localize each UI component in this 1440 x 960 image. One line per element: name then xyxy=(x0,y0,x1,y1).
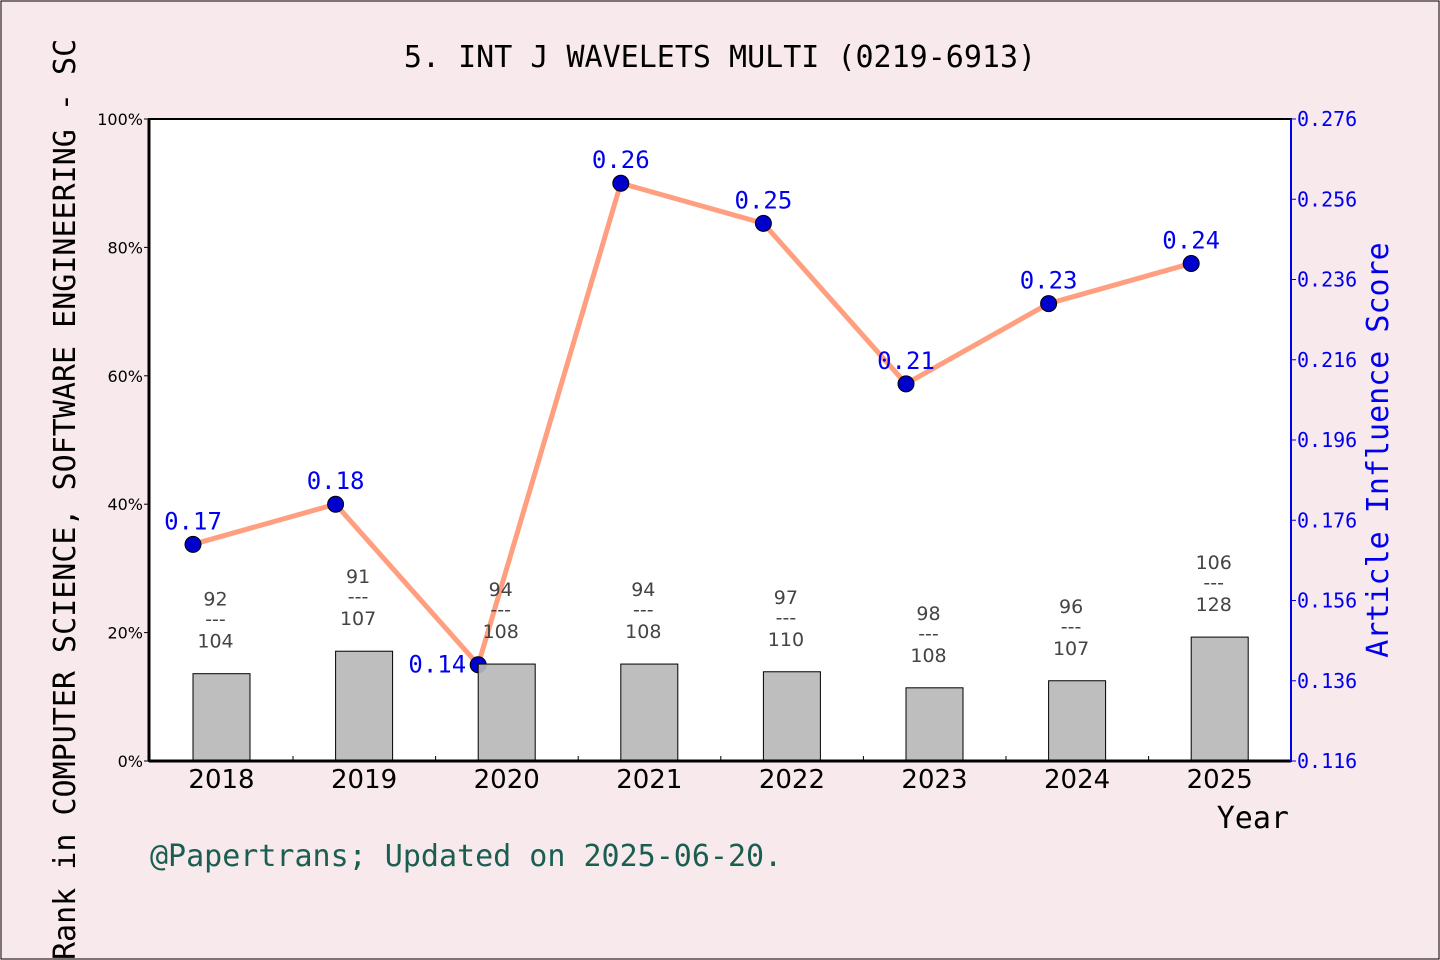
x-tick-label: 2022 xyxy=(759,765,825,795)
bar-rank-label: 92 xyxy=(203,589,227,611)
bar-total-label: 108 xyxy=(625,621,661,643)
rank-bar xyxy=(1048,680,1107,762)
x-tick-label: 2024 xyxy=(1044,765,1110,795)
bar-separator: --- xyxy=(205,609,226,631)
influence-point xyxy=(897,375,915,393)
influence-label: 0.24 xyxy=(1162,226,1220,254)
rank-bar xyxy=(477,663,536,762)
bar-separator: --- xyxy=(633,599,654,621)
influence-label: 0.25 xyxy=(735,186,793,214)
bar-rank-label: 94 xyxy=(631,579,655,601)
right-tick-label: 0.176 xyxy=(1297,508,1357,532)
bar-rank-label: 98 xyxy=(916,603,940,625)
left-tick-label: 100% xyxy=(97,110,143,129)
x-tick-label: 2020 xyxy=(474,765,540,795)
bar-total-label: 108 xyxy=(483,621,519,643)
bar-separator: --- xyxy=(348,586,369,608)
right-tick-label: 0.136 xyxy=(1297,669,1357,693)
right-tick-label: 0.256 xyxy=(1297,187,1357,211)
influence-point xyxy=(327,495,345,513)
rank-bar xyxy=(335,650,394,762)
right-tick-label: 0.216 xyxy=(1297,348,1357,372)
left-tick-label: 40% xyxy=(107,495,143,514)
influence-label: 0.21 xyxy=(877,347,935,375)
right-tick-label: 0.276 xyxy=(1297,107,1357,131)
bar-rank-label: 96 xyxy=(1059,596,1083,618)
right-axis-label: Article Influence Score xyxy=(1361,242,1396,657)
rank-bar xyxy=(1190,636,1249,762)
bar-total-label: 107 xyxy=(340,608,376,630)
left-tick-label: 0% xyxy=(118,752,143,771)
rank-bar xyxy=(620,663,679,762)
influence-point xyxy=(754,214,772,232)
influence-label: 0.23 xyxy=(1020,267,1078,295)
influence-point xyxy=(1182,254,1200,272)
right-tick-label: 0.156 xyxy=(1297,589,1357,613)
bar-rank-label: 94 xyxy=(489,579,513,601)
footer-text: @Papertrans; Updated on 2025-06-20. xyxy=(150,839,782,874)
influence-label: 0.14 xyxy=(408,651,466,679)
bar-separator: --- xyxy=(918,623,939,645)
bar-separator: --- xyxy=(1203,572,1224,594)
bar-rank-label: 91 xyxy=(346,566,370,588)
influence-label: 0.26 xyxy=(592,146,650,174)
left-axis-label: Rank in COMPUTER SCIENCE, SOFTWARE ENGIN… xyxy=(48,39,83,960)
bar-separator: --- xyxy=(490,599,511,621)
x-tick-label: 2021 xyxy=(616,765,682,795)
rank-bar xyxy=(192,673,251,762)
x-tick-label: 2023 xyxy=(901,765,967,795)
influence-point xyxy=(1040,295,1058,313)
rank-bar xyxy=(905,687,964,762)
bar-separator: --- xyxy=(776,607,797,629)
right-tick-label: 0.236 xyxy=(1297,268,1357,292)
left-tick-label: 60% xyxy=(107,367,143,386)
bar-separator: --- xyxy=(1061,616,1082,638)
influence-label: 0.18 xyxy=(307,467,365,495)
left-tick-label: 20% xyxy=(107,624,143,643)
bar-total-label: 108 xyxy=(910,645,946,667)
plot-area xyxy=(149,119,1291,761)
bar-rank-label: 97 xyxy=(774,587,798,609)
bar-total-label: 104 xyxy=(197,631,233,653)
bar-total-label: 128 xyxy=(1196,594,1232,616)
x-tick-label: 2019 xyxy=(331,765,397,795)
chart-title: 5. INT J WAVELETS MULTI (0219-6913) xyxy=(404,40,1036,75)
influence-line xyxy=(192,180,1192,670)
x-axis-label: Year xyxy=(1217,801,1289,836)
influence-label: 0.17 xyxy=(164,507,222,535)
bar-rank-label: 106 xyxy=(1196,552,1232,574)
x-tick-label: 2018 xyxy=(188,765,254,795)
bar-total-label: 107 xyxy=(1053,638,1089,660)
influence-point xyxy=(184,535,202,553)
right-tick-label: 0.196 xyxy=(1297,428,1357,452)
rank-bar xyxy=(762,671,821,762)
x-tick-label: 2025 xyxy=(1187,765,1253,795)
right-tick-label: 0.116 xyxy=(1297,749,1357,773)
influence-point xyxy=(612,174,630,192)
bar-total-label: 110 xyxy=(768,629,804,651)
left-tick-label: 80% xyxy=(107,238,143,257)
